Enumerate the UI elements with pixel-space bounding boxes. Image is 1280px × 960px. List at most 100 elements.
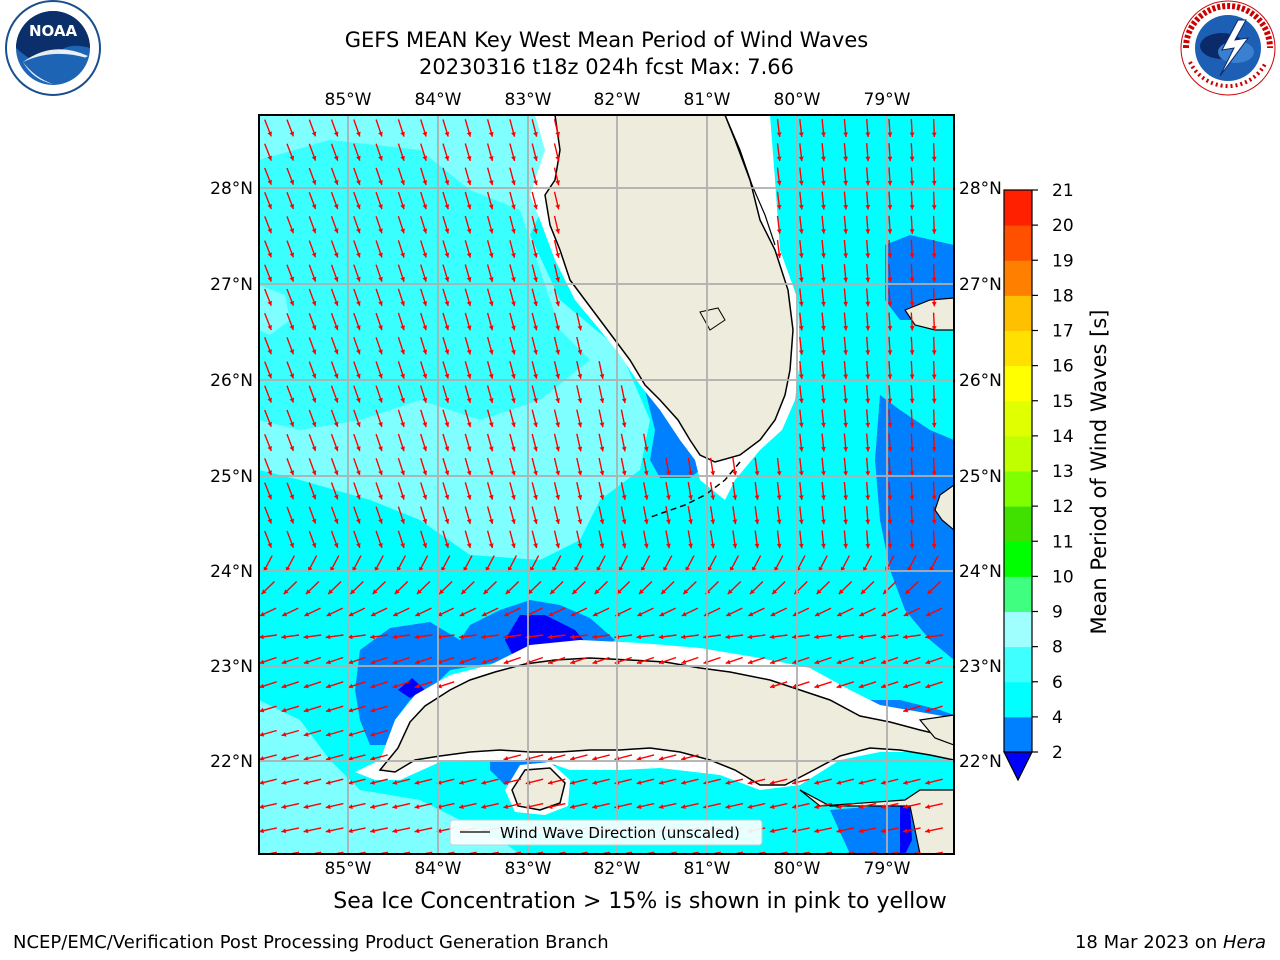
- lon-tick-label: 85°W: [325, 90, 372, 110]
- arrow-head: [325, 804, 331, 809]
- arrow-head: [725, 780, 731, 785]
- footer-credit: NCEP/EMC/Verification Post Processing Pr…: [13, 932, 609, 953]
- arrow-head: [865, 398, 871, 404]
- direction-arrow: [375, 851, 388, 854]
- arrow-head: [488, 373, 494, 379]
- arrow-head: [370, 707, 376, 713]
- arrow-head: [843, 543, 848, 549]
- arrow-head: [909, 301, 915, 307]
- direction-arrow: [619, 851, 633, 854]
- colorbar-segment: [1004, 400, 1032, 437]
- arrow-head: [259, 828, 264, 834]
- arrow-head: [925, 683, 931, 689]
- arrow-head: [259, 683, 265, 689]
- arrow-head: [488, 446, 494, 452]
- arrow-head: [289, 276, 295, 282]
- arrow-head: [909, 374, 915, 379]
- arrow-head: [481, 780, 487, 785]
- arrow-head: [577, 422, 583, 428]
- andros-land: [934, 484, 954, 531]
- arrow-head: [511, 204, 516, 210]
- nws-logo-icon: [1180, 0, 1276, 96]
- arrow-head: [821, 543, 826, 549]
- arrow-head: [555, 325, 560, 331]
- arrow-head: [636, 634, 642, 640]
- arrow-head: [356, 518, 361, 524]
- arrow-head: [311, 373, 317, 379]
- arrow-head: [422, 518, 428, 524]
- period-zone-2-4-north: [885, 235, 954, 320]
- svg-text:NOAA: NOAA: [29, 22, 78, 40]
- arrow-head: [798, 180, 804, 186]
- arrow-head: [259, 804, 264, 809]
- direction-arrow: [908, 851, 921, 854]
- arrow-head: [776, 495, 782, 500]
- arrow-head: [843, 471, 848, 476]
- arrow-head: [466, 131, 472, 137]
- arrow-head: [289, 518, 295, 524]
- arrow-head: [466, 519, 472, 524]
- arrow-head: [267, 397, 272, 403]
- arrow-head: [466, 349, 472, 355]
- arrow-head: [370, 828, 375, 834]
- arrow-head: [304, 611, 310, 617]
- arrow-head: [666, 495, 671, 500]
- arrow-head: [378, 252, 383, 258]
- arrow-head: [769, 804, 775, 809]
- arrow-head: [887, 326, 893, 331]
- direction-arrow: [752, 851, 766, 854]
- arrow-head: [681, 804, 686, 809]
- arrow-head: [909, 543, 915, 549]
- chart-subtitle: 20230316 t18z 024h fcst Max: 7.66: [419, 55, 794, 79]
- arrow-head: [326, 611, 332, 617]
- arrow-head: [909, 519, 915, 525]
- arrow-head: [527, 589, 533, 595]
- direction-arrow: [353, 851, 366, 854]
- arrow-head: [843, 326, 848, 331]
- arrow-head: [555, 180, 560, 186]
- arrow-head: [400, 131, 405, 137]
- arrow-head: [865, 543, 871, 549]
- arrow-head: [776, 471, 782, 476]
- arrow-head: [325, 756, 331, 761]
- arrow-head: [348, 732, 353, 737]
- arrow-head: [887, 253, 893, 258]
- arrow-head: [311, 300, 317, 306]
- arrow-head: [887, 229, 893, 234]
- arrow-head: [555, 446, 560, 452]
- arrow-head: [792, 659, 798, 665]
- arrow-head: [925, 659, 931, 665]
- arrow-head: [533, 470, 538, 476]
- arrow-head: [599, 495, 605, 500]
- arrow-head: [511, 131, 516, 137]
- arrow-head: [400, 252, 405, 258]
- arrow-head: [931, 156, 937, 162]
- arrow-head: [887, 301, 893, 307]
- arrow-head: [931, 229, 937, 234]
- arrow-head: [267, 179, 272, 185]
- arrow-head: [444, 543, 450, 548]
- direction-arrow: [686, 851, 699, 854]
- arrow-head: [902, 634, 908, 640]
- arrow-head: [356, 470, 361, 476]
- arrow-head: [772, 589, 777, 595]
- arrow-head: [289, 325, 295, 330]
- arrow-head: [289, 470, 295, 476]
- arrow-head: [860, 589, 866, 595]
- arrow-head: [533, 349, 538, 355]
- colorbar-tick-label: 6: [1052, 673, 1063, 693]
- arrow-head: [533, 373, 538, 379]
- arrow-head: [843, 180, 848, 186]
- footer-date: 18 Mar 2023 on Hera: [1075, 932, 1266, 953]
- arrow-head: [577, 349, 583, 355]
- lat-tick-label: 26°N: [210, 371, 253, 391]
- arrow-head: [592, 804, 597, 809]
- arrow-head: [267, 325, 272, 330]
- arrow-head: [533, 228, 538, 234]
- arrow-head: [547, 756, 553, 761]
- arrow-head: [533, 156, 538, 161]
- colorbar-tick-label: 4: [1052, 708, 1063, 728]
- arrow-head: [798, 543, 804, 549]
- arrow-head: [444, 325, 450, 331]
- lat-tick-label: 24°N: [959, 562, 1002, 582]
